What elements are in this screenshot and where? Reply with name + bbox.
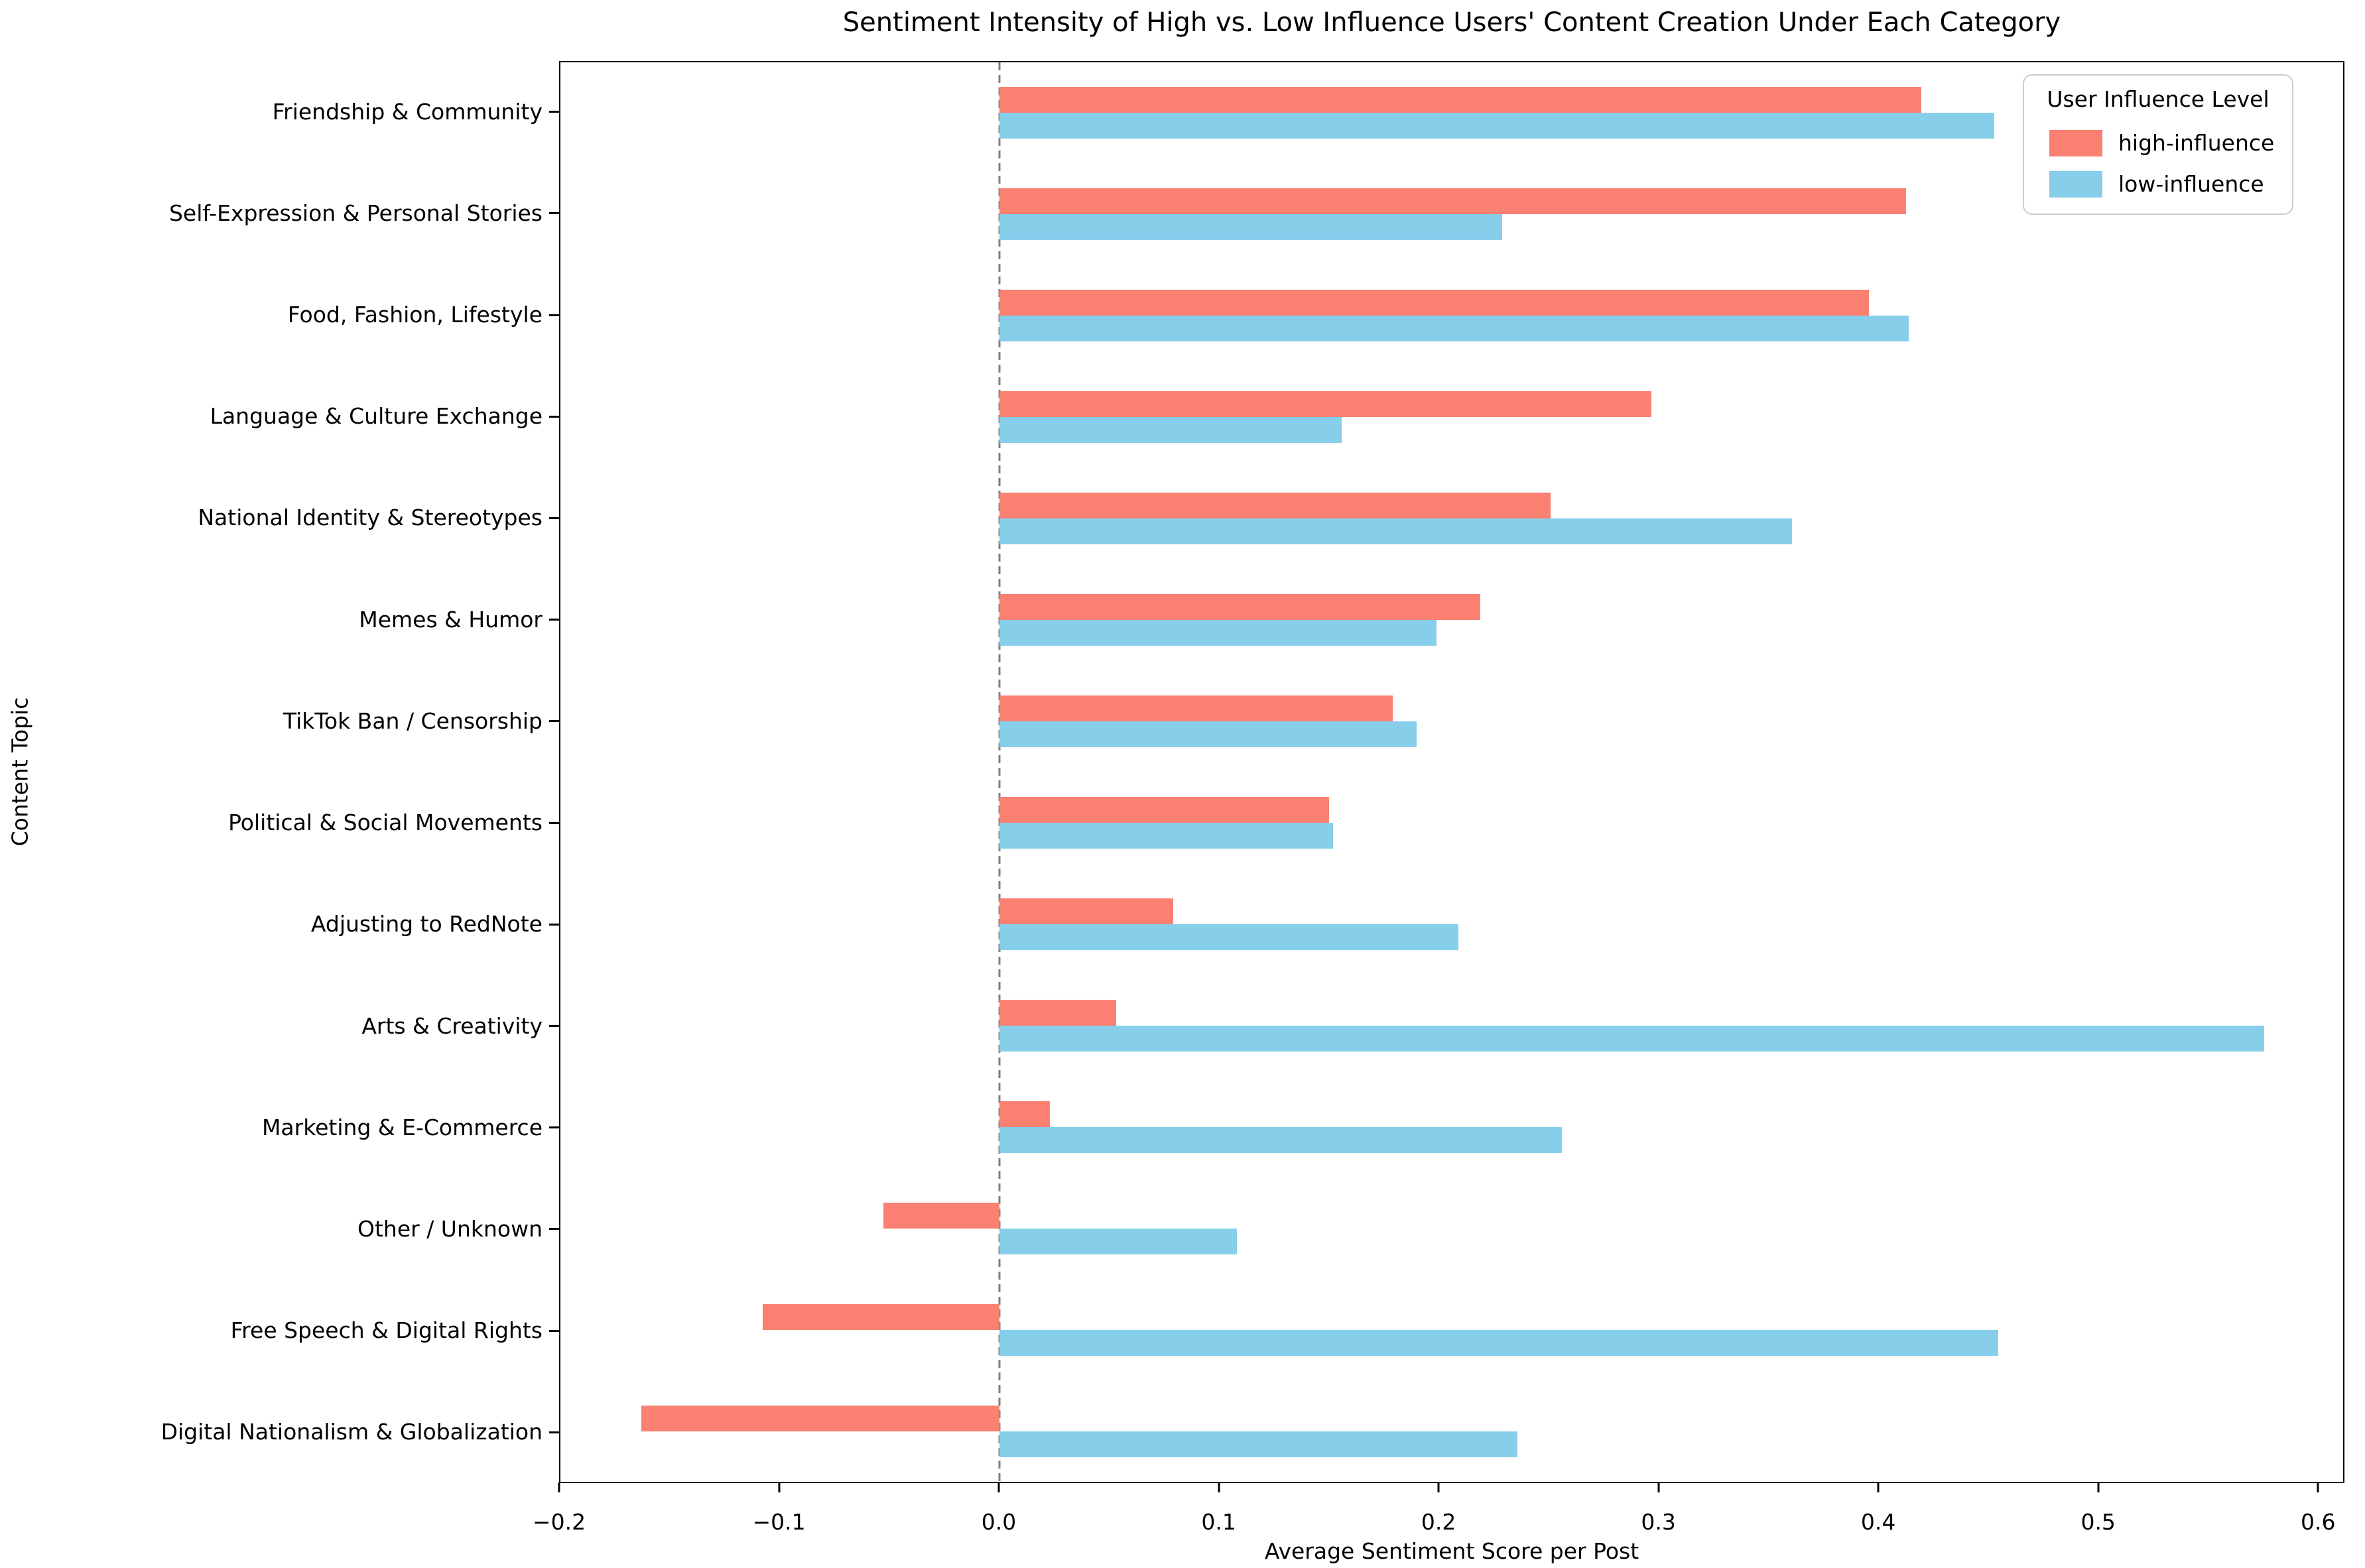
y-tick-label: Digital Nationalism & Globalization <box>160 1419 543 1445</box>
y-tick-mark <box>549 212 559 215</box>
bar-high-influence <box>762 1303 1000 1330</box>
legend-title: User Influence Level <box>2047 86 2269 112</box>
y-tick-mark <box>549 1431 559 1433</box>
y-tick-label: Political & Social Movements <box>228 810 543 836</box>
bar-low-influence <box>999 1025 2264 1052</box>
bar-high-influence <box>999 695 1393 722</box>
bar-low-influence <box>999 518 1793 545</box>
bar-high-influence <box>999 188 1907 215</box>
y-tick-mark <box>549 415 559 418</box>
legend-swatch-high-influence <box>2049 130 2102 156</box>
y-tick-mark <box>549 516 559 519</box>
bar-high-influence <box>999 594 1481 621</box>
x-tick-mark <box>997 1482 1000 1492</box>
bar-low-influence <box>999 924 1458 950</box>
y-tick-label: Adjusting to RedNote <box>310 911 543 937</box>
x-tick-mark <box>1218 1482 1220 1492</box>
y-axis-label: Content Topic <box>7 697 33 847</box>
x-tick-label: 0.1 <box>1201 1509 1236 1535</box>
y-tick-label: Food, Fashion, Lifestyle <box>287 302 543 328</box>
bar-high-influence <box>999 87 1922 113</box>
x-tick-label: −0.2 <box>532 1509 586 1535</box>
y-tick-label: Friendship & Community <box>272 98 543 125</box>
legend-item: high-influence <box>2040 130 2276 156</box>
y-tick-mark <box>549 1329 559 1332</box>
bar-low-influence <box>999 822 1334 849</box>
bar-high-influence <box>999 1101 1051 1127</box>
y-tick-mark <box>549 1025 559 1028</box>
y-tick-mark <box>549 923 559 926</box>
bar-high-influence <box>999 290 1869 316</box>
y-tick-label: National Identity & Stereotypes <box>198 505 543 531</box>
x-tick-mark <box>1437 1482 1440 1492</box>
y-tick-label: Arts & Creativity <box>361 1012 543 1039</box>
bar-low-influence <box>999 620 1437 646</box>
plot-area <box>559 61 2344 1483</box>
x-tick-mark <box>558 1482 560 1492</box>
x-tick-mark <box>1877 1482 1880 1492</box>
x-tick-mark <box>1657 1482 1660 1492</box>
legend: User Influence Level high-influence low-i… <box>2023 74 2293 215</box>
x-tick-mark <box>778 1482 781 1492</box>
bar-high-influence <box>641 1405 1000 1431</box>
x-tick-label: 0.0 <box>981 1509 1017 1535</box>
y-tick-label: TikTok Ban / Censorship <box>283 707 543 734</box>
bar-high-influence <box>999 493 1551 519</box>
y-tick-mark <box>549 720 559 723</box>
x-tick-mark <box>2317 1482 2319 1492</box>
x-tick-label: 0.6 <box>2300 1509 2336 1535</box>
y-tick-mark <box>549 1126 559 1129</box>
bar-low-influence <box>999 316 1909 342</box>
y-tick-label: Self-Expression & Personal Stories <box>168 200 543 226</box>
bar-high-influence <box>999 898 1173 924</box>
x-tick-label: −0.1 <box>752 1509 806 1535</box>
legend-item: low-influence <box>2040 171 2276 198</box>
bar-low-influence <box>999 113 1994 139</box>
x-tick-label: 0.3 <box>1641 1509 1676 1535</box>
bar-low-influence <box>999 417 1342 444</box>
y-tick-label: Memes & Humor <box>359 606 543 633</box>
x-axis-label: Average Sentiment Score per Post <box>1264 1538 1639 1564</box>
y-tick-label: Free Speech & Digital Rights <box>230 1317 543 1344</box>
y-tick-mark <box>549 1228 559 1231</box>
y-tick-mark <box>549 111 559 113</box>
bar-low-influence <box>999 1228 1237 1254</box>
bar-low-influence <box>999 1431 1518 1457</box>
legend-swatch-low-influence <box>2049 171 2102 198</box>
bar-high-influence <box>999 391 1652 418</box>
legend-label: high-influence <box>2118 130 2275 156</box>
y-tick-label: Marketing & E-Commerce <box>261 1114 543 1140</box>
y-tick-mark <box>549 314 559 316</box>
bar-low-influence <box>999 721 1417 748</box>
y-tick-label: Other / Unknown <box>357 1215 543 1242</box>
bar-low-influence <box>999 214 1503 241</box>
x-tick-label: 0.4 <box>1860 1509 1896 1535</box>
bar-high-influence <box>999 796 1329 823</box>
bar-low-influence <box>999 1126 1562 1153</box>
x-tick-mark <box>2097 1482 2100 1492</box>
zero-dashed-line <box>998 62 1001 1482</box>
x-tick-label: 0.2 <box>1421 1509 1456 1535</box>
y-tick-mark <box>549 821 559 824</box>
bar-high-influence <box>999 999 1116 1026</box>
bar-low-influence <box>999 1329 1999 1356</box>
bar-high-influence <box>883 1202 1000 1229</box>
y-tick-mark <box>549 619 559 621</box>
chart-title: Sentiment Intensity of High vs. Low Infl… <box>842 7 2061 38</box>
x-tick-label: 0.5 <box>2080 1509 2116 1535</box>
y-tick-label: Language & Culture Exchange <box>210 403 543 430</box>
legend-label: low-influence <box>2118 171 2264 197</box>
